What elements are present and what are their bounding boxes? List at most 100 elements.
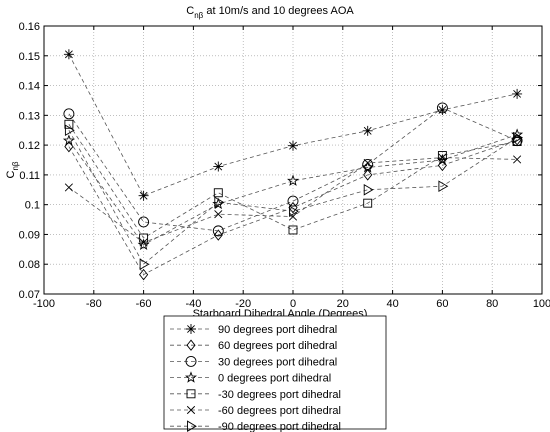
legend-item: 0 degrees port dihedral (170, 371, 331, 385)
x-tick-label: -40 (185, 298, 201, 310)
legend-item: 60 degrees port dihedral (170, 339, 337, 352)
data-point (138, 216, 150, 228)
legend-item: -30 degrees port dihedral (170, 389, 341, 401)
chart-title: Cnβ at 10m/s and 10 degrees AOA (186, 5, 354, 20)
x-tick-label: -100 (33, 298, 55, 310)
x-marker (186, 405, 196, 415)
legend-item: 90 degrees port dihedral (170, 324, 337, 336)
series-line (68, 130, 518, 265)
data-point (213, 229, 223, 241)
square-marker (437, 151, 447, 160)
y-axis-ticks: 0.07 0.08 0.09 0.1 0.11 0.12 0.13 0.14 0.15 0.16 (19, 21, 542, 301)
data-point (363, 158, 372, 168)
diamond-marker (186, 339, 196, 351)
asterisk-marker (213, 161, 224, 172)
x-marker (438, 153, 447, 162)
series-1 (63, 49, 523, 201)
y-tick-label: 0.12 (19, 140, 40, 152)
asterisk-marker (138, 190, 149, 201)
legend-label: 0 degrees port dihedral (218, 373, 331, 385)
data-point (214, 196, 225, 209)
triangle-right-marker (363, 183, 374, 196)
data-point (288, 140, 298, 151)
series-line (68, 139, 518, 276)
diamond-marker (363, 169, 373, 181)
circle-marker (138, 216, 150, 228)
legend-label: -60 degrees port dihedral (218, 405, 341, 417)
data-point (213, 188, 223, 198)
circle-marker (436, 102, 448, 114)
star-marker (287, 174, 299, 186)
legend-item: -60 degrees port dihedral (170, 405, 341, 417)
data-point (437, 151, 447, 160)
series-6 (64, 153, 522, 247)
square-marker (186, 389, 196, 399)
circle-marker (185, 355, 197, 367)
x-tick-label: 20 (337, 298, 349, 310)
y-tick-label: 0.16 (19, 21, 40, 33)
asterisk-marker (362, 125, 373, 136)
legend: 90 degrees port dihedral 60 degrees port … (163, 315, 387, 432)
data-point (214, 210, 223, 219)
data-point (512, 88, 523, 99)
x-tick-label: 80 (486, 298, 498, 310)
series-layer (62, 49, 524, 281)
asterisk-marker (437, 104, 448, 115)
square-marker (363, 198, 373, 208)
legend-item: 30 degrees port dihedral (170, 355, 337, 368)
data-point (437, 104, 448, 115)
asterisk-marker (186, 324, 196, 334)
data-point (513, 155, 522, 164)
triangle-right-marker (214, 196, 225, 209)
y-tick-label: 0.09 (19, 229, 40, 241)
data-point (438, 153, 447, 162)
data-point (362, 125, 373, 136)
data-point (288, 212, 298, 221)
data-point (64, 119, 74, 129)
x-axis-ticks: -100 -80 -60 -40 -20 0 20 40 60 80 100 (33, 26, 550, 310)
data-point (287, 195, 299, 207)
data-point (438, 180, 449, 192)
x-marker (64, 183, 73, 192)
data-point (137, 238, 150, 250)
series-7 (64, 124, 523, 271)
data-point (513, 131, 523, 144)
asterisk-marker (512, 88, 523, 99)
data-point (289, 205, 299, 218)
star-marker (361, 161, 374, 173)
x-tick-label: -20 (235, 298, 251, 310)
x-tick-label: 40 (386, 298, 398, 310)
data-point (139, 238, 148, 247)
square-marker (64, 119, 74, 129)
legend-label: -90 degrees port dihedral (218, 421, 341, 432)
x-marker (288, 212, 298, 221)
data-point (212, 225, 224, 237)
square-marker (213, 188, 223, 198)
data-point (288, 201, 298, 214)
data-point (363, 169, 373, 181)
data-point (64, 124, 75, 137)
series-line (68, 107, 518, 232)
series-line (68, 134, 518, 246)
data-point (64, 183, 73, 192)
data-point (139, 268, 149, 281)
diamond-marker (213, 229, 223, 241)
x-tick-label: 0 (290, 298, 296, 310)
data-point (62, 134, 75, 146)
square-marker (512, 137, 522, 146)
triangle-right-marker (187, 420, 197, 432)
circle-marker (287, 195, 299, 207)
x-marker (513, 155, 522, 164)
circle-marker (212, 225, 224, 237)
square-marker (288, 225, 298, 235)
series-5 (64, 119, 522, 243)
data-point (363, 198, 373, 208)
y-tick-label: 0.13 (19, 110, 40, 122)
star-marker (62, 134, 75, 146)
data-point (512, 137, 522, 146)
star-marker (137, 238, 150, 250)
asterisk-marker (288, 140, 298, 151)
diamond-marker (288, 201, 298, 214)
series-line (68, 124, 518, 239)
data-point (288, 225, 298, 235)
